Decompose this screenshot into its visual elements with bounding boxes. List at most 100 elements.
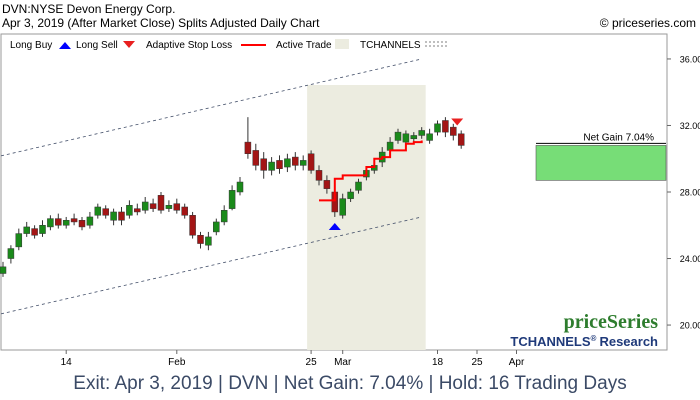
x-tick-label: 25 (471, 357, 483, 368)
sell-arrow-icon (123, 41, 135, 48)
candle (165, 200, 173, 212)
candle (205, 231, 212, 251)
candle-body (457, 133, 465, 146)
y-tick-label: 24.00 (680, 254, 700, 264)
candle (149, 198, 157, 212)
candle-body (149, 203, 157, 209)
candle (260, 152, 267, 179)
brand-research: Research (599, 334, 658, 349)
candle-body (394, 131, 402, 141)
candle-body (62, 220, 70, 226)
candle-body (157, 195, 165, 211)
candle-body (347, 191, 354, 199)
candle-body (268, 161, 275, 171)
candle (394, 128, 402, 144)
candle (355, 178, 362, 194)
candle-body (315, 170, 323, 181)
candle-body (299, 160, 307, 166)
footer-summary: Exit: Apr 3, 2019 | DVN | Net Gain: 7.04… (73, 373, 627, 394)
candle-body (189, 215, 196, 236)
candle (23, 221, 30, 237)
x-tick-label: 14 (61, 357, 73, 368)
candle (197, 231, 204, 249)
candle (252, 143, 260, 171)
x-tick-label: Apr (509, 357, 525, 368)
candle (181, 203, 188, 219)
candle-body (355, 181, 362, 191)
candles (0, 117, 465, 277)
candle (450, 123, 457, 141)
candle-body (434, 123, 441, 133)
legend-active-trade: Active Trade (276, 40, 332, 51)
brand-registered: ® (591, 334, 597, 343)
candle-body (78, 220, 86, 228)
candle (110, 208, 117, 226)
candle-body (173, 203, 181, 211)
candle-body (31, 228, 38, 236)
candle-body (284, 158, 291, 168)
candle-body (252, 150, 260, 166)
candle (299, 155, 307, 171)
candle-body (110, 211, 117, 221)
candle (62, 216, 70, 229)
candle-body (426, 133, 433, 141)
legend-long-sell: Long Sell (76, 40, 118, 51)
x-tick-label: 18 (432, 357, 444, 368)
candle (442, 117, 449, 138)
sell-arrow (451, 118, 464, 126)
candle (15, 228, 23, 251)
tchannels-research-brand: TCHANNELS® Research (510, 334, 658, 349)
candle (244, 117, 252, 159)
candle-body (402, 133, 410, 143)
candle-body (15, 233, 23, 248)
y-tick-label: 36.00 (680, 54, 700, 64)
candle (157, 192, 165, 214)
candle-body (70, 218, 78, 223)
candle-body (339, 198, 346, 216)
candle-body (323, 180, 331, 189)
net-gain-label: Net Gain 7.04% (583, 132, 654, 143)
candle-body (220, 210, 228, 223)
candle (39, 220, 46, 237)
candle-body (236, 181, 244, 193)
legend: Long Buy Long Sell Adaptive Stop Loss Ac… (10, 39, 447, 51)
candle (0, 261, 7, 277)
adaptive-stop-loss (319, 140, 423, 202)
candle (339, 193, 346, 219)
candle-body (47, 218, 54, 228)
trade-markers (328, 118, 464, 230)
candle-body (181, 206, 188, 216)
candle (315, 165, 323, 186)
candle (126, 200, 133, 219)
candle (236, 177, 244, 196)
candle-body (244, 141, 252, 154)
candle-body (205, 236, 212, 246)
candle-body (23, 226, 30, 234)
date-line: Apr 3, 2019 (After Market Close) Splits … (2, 16, 320, 30)
candle-body (86, 216, 94, 226)
candle-body (418, 130, 425, 136)
candle-body (276, 160, 283, 169)
candle (134, 203, 141, 216)
candle (292, 152, 299, 171)
candle (31, 225, 38, 239)
candle (418, 127, 425, 139)
candle (268, 157, 275, 176)
x-axis: 14 Feb 25 Mar 18 25 Apr (61, 350, 525, 368)
buy-arrow (328, 222, 341, 230)
candle (141, 196, 149, 214)
candle (276, 155, 283, 174)
priceseries-logo: priceSeries (564, 311, 659, 333)
candle (173, 198, 181, 214)
candle-body (307, 153, 315, 171)
candle-body (197, 234, 204, 244)
candle (55, 213, 62, 229)
candle-body (228, 190, 236, 209)
net-gain-box (535, 145, 667, 181)
candle-body (213, 221, 220, 233)
y-tick-label: 20.00 (680, 321, 700, 331)
candle-body (126, 205, 133, 216)
symbol-line: DVN:NYSE Devon Energy Corp. (2, 2, 176, 16)
candle-body (450, 126, 457, 136)
buy-arrow-icon (59, 42, 71, 49)
